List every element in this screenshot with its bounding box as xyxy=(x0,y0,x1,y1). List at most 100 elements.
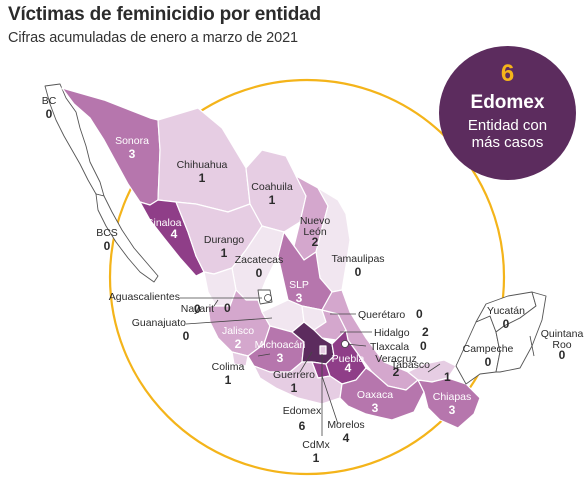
state-value: 1 xyxy=(291,381,298,395)
state-name: Puebla xyxy=(332,353,365,365)
state-name: Nayarit xyxy=(181,303,214,315)
leader-lines xyxy=(180,294,535,436)
state-name: Quintana Roo xyxy=(541,328,584,351)
state-value: 1 xyxy=(269,193,276,207)
region-guerrero xyxy=(253,361,343,405)
state-value: 3 xyxy=(277,351,284,365)
region-colima xyxy=(231,351,249,367)
state-value: 3 xyxy=(372,401,379,415)
region-cdmx xyxy=(319,345,327,355)
state-label-queretaro: Querétaro 0 xyxy=(358,307,423,321)
state-name: Campeche xyxy=(463,343,514,355)
state-value: 0 xyxy=(224,301,231,315)
state-name: Tlaxcala xyxy=(370,341,409,353)
state-value: 1 xyxy=(313,451,320,465)
region-quintanaroo xyxy=(495,291,547,373)
state-name: Guanajuato xyxy=(132,317,186,329)
highlight-description: Entidad con más casos xyxy=(467,117,548,151)
state-value: 0 xyxy=(104,239,111,253)
state-value: 2 xyxy=(393,365,400,379)
state-value: 1 xyxy=(225,373,232,387)
state-value: 0 xyxy=(416,307,423,321)
region-oaxaca xyxy=(339,367,425,421)
map-title: Víctimas de feminicidio por entidad xyxy=(8,4,321,25)
state-label-bc: BC0 xyxy=(42,95,57,121)
state-name: Querétaro xyxy=(358,309,405,321)
state-name: Colima xyxy=(212,361,245,373)
state-name: Tamaulipas xyxy=(331,253,384,265)
state-name: Veracruz xyxy=(375,353,416,365)
state-label-tabasco: Tabasco 1 xyxy=(391,359,451,384)
state-label-nayarit: Nayarit 0 xyxy=(181,301,231,315)
state-name: BCS xyxy=(96,227,118,239)
state-name: Aguascalientes xyxy=(109,291,180,303)
state-value: 3 xyxy=(129,147,136,161)
state-value: 1 xyxy=(444,370,451,384)
state-value: 3 xyxy=(296,291,303,305)
region-bcs xyxy=(95,193,159,283)
state-value: 1 xyxy=(221,246,228,260)
state-name: Edomex xyxy=(283,405,322,417)
state-name: Sonora xyxy=(115,135,149,147)
state-value: 0 xyxy=(183,329,190,343)
region-chiapas xyxy=(417,377,481,429)
state-label-aguascalientes: Aguascalientes 0 xyxy=(109,291,201,316)
state-name: BC xyxy=(42,95,57,107)
state-value: 0 xyxy=(559,348,566,362)
state-value: 2 xyxy=(312,235,319,249)
state-value: 0 xyxy=(46,107,53,121)
state-name: Guerrero xyxy=(273,369,315,381)
state-value: 0 xyxy=(503,317,510,331)
state-name: Zacatecas xyxy=(235,254,283,266)
state-value: 0 xyxy=(485,355,492,369)
state-value: 0 xyxy=(194,302,201,316)
state-value: 0 xyxy=(256,266,263,280)
highlight-ring xyxy=(108,78,506,476)
state-name: Chihuahua xyxy=(177,159,228,171)
highlight-value: 6 xyxy=(500,60,515,87)
state-label-edomex: Edomex 6 xyxy=(283,405,322,433)
state-name: Nuevo León xyxy=(300,215,331,238)
state-name: Jalisco xyxy=(222,325,254,337)
state-name: SLP xyxy=(289,279,309,291)
state-value: 4 xyxy=(171,227,178,241)
state-value: 0 xyxy=(420,339,427,353)
state-name: Chiapas xyxy=(433,391,472,403)
state-name: Sinaloa xyxy=(146,217,181,229)
state-name: CdMx xyxy=(302,439,330,451)
state-value: 4 xyxy=(345,361,352,375)
state-value: 3 xyxy=(449,403,456,417)
map-subtitle: Cifras acumuladas de enero a marzo de 20… xyxy=(8,30,298,46)
state-name: Hidalgo xyxy=(374,327,410,339)
state-value: 0 xyxy=(355,265,362,279)
state-name: Coahuila xyxy=(251,181,293,193)
state-name: Oaxaca xyxy=(357,389,393,401)
state-name: Durango xyxy=(204,234,244,246)
state-value: 1 xyxy=(199,171,206,185)
state-value: 2 xyxy=(422,325,429,339)
state-name: Morelos xyxy=(327,419,364,431)
highlight-badge: 6 Edomex Entidad con más casos xyxy=(439,46,576,180)
state-value: 4 xyxy=(343,431,350,445)
